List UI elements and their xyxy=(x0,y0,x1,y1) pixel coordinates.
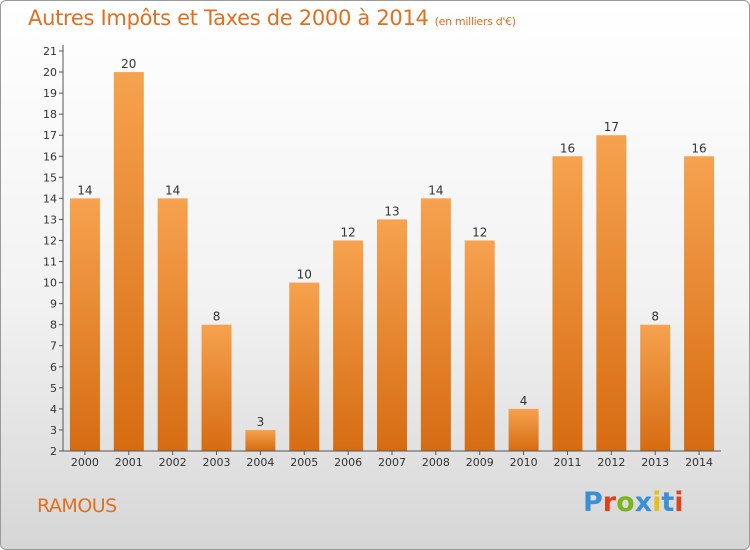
bar-2002 xyxy=(157,198,188,451)
x-tick-label: 2007 xyxy=(378,456,406,469)
y-tick-label: 9 xyxy=(50,298,57,311)
x-tick-label: 2001 xyxy=(115,456,143,469)
bar-value-label: 14 xyxy=(165,183,180,197)
bar-2013 xyxy=(640,324,671,451)
brand-letter: i xyxy=(652,487,662,518)
y-tick-label: 10 xyxy=(43,277,57,290)
x-tick-label: 2003 xyxy=(203,456,231,469)
x-tick-label: 2008 xyxy=(422,456,450,469)
y-tick-label: 18 xyxy=(43,108,57,121)
bar-2000 xyxy=(69,198,100,451)
bar-2007 xyxy=(377,219,407,451)
x-tick-label: 2006 xyxy=(334,456,362,469)
bar-2010 xyxy=(508,408,539,451)
y-tick-label: 21 xyxy=(43,45,57,58)
y-tick-label: 19 xyxy=(43,87,57,100)
bar-2003 xyxy=(201,324,232,451)
y-axis: 2 3 4 5 6 7 8 9 10 11 12 13 14 15 16 17 18 19 20 21 xyxy=(43,45,64,458)
bar-2001 xyxy=(113,72,144,451)
bar-2009 xyxy=(464,240,495,451)
bar-2012 xyxy=(596,135,627,452)
y-tick-label: 15 xyxy=(43,171,57,184)
brand-letter: r xyxy=(602,487,617,518)
y-tick-label: 14 xyxy=(43,192,57,205)
bar-value-label: 8 xyxy=(651,310,659,324)
y-tick-label: 12 xyxy=(43,234,57,247)
y-tick-label: 16 xyxy=(43,150,57,163)
x-tick-label: 2010 xyxy=(510,456,538,469)
y-tick-label: 7 xyxy=(50,340,57,353)
x-tick-label: 2005 xyxy=(290,456,318,469)
x-tick-label: 2004 xyxy=(246,456,274,469)
bar-2006 xyxy=(333,240,364,451)
bar-value-label: 16 xyxy=(560,141,575,155)
y-tick-label: 6 xyxy=(50,361,57,374)
brand-logo: Proxiti xyxy=(583,487,684,518)
bars: 14 20 14 8 3 10 12 13 14 12 4 16 17 8 16 xyxy=(69,57,715,452)
y-tick-label: 3 xyxy=(50,424,57,437)
bar-value-label: 20 xyxy=(121,57,136,71)
brand-letter: x xyxy=(634,487,653,518)
bar-value-label: 12 xyxy=(472,225,487,239)
bar-2005 xyxy=(289,282,320,451)
x-tick-label: 2002 xyxy=(159,456,187,469)
bar-value-label: 8 xyxy=(213,310,221,324)
place-name: RAMOUS xyxy=(37,495,117,517)
brand-letter: i xyxy=(674,487,684,518)
bar-value-label: 12 xyxy=(340,225,355,239)
y-tick-label: 5 xyxy=(50,382,57,395)
bar-value-label: 16 xyxy=(691,141,706,155)
chart-title-text: Autres Impôts et Taxes de 2000 à 2014 xyxy=(28,6,429,30)
bar-value-label: 13 xyxy=(384,204,399,218)
bar-value-label: 10 xyxy=(297,268,312,282)
y-tick-label: 13 xyxy=(43,213,57,226)
bar-2014 xyxy=(684,156,715,451)
chart-title: Autres Impôts et Taxes de 2000 à 2014 (en… xyxy=(28,6,516,30)
x-tick-label: 2013 xyxy=(641,456,669,469)
bar-value-label: 14 xyxy=(77,183,92,197)
bar-2011 xyxy=(552,156,583,451)
x-tick-label: 2014 xyxy=(685,456,713,469)
brand-letter: o xyxy=(616,487,635,518)
y-tick-label: 20 xyxy=(43,66,57,79)
y-tick-label: 4 xyxy=(50,403,57,416)
x-axis: 2000 2001 2002 2003 2004 2005 2006 2007 2008 2009… xyxy=(63,450,721,469)
brand-letter: P xyxy=(583,487,603,518)
bar-2004 xyxy=(245,429,276,451)
y-tick-label: 2 xyxy=(50,445,57,458)
y-tick-label: 11 xyxy=(43,256,57,269)
x-tick-label: 2000 xyxy=(71,456,99,469)
x-tick-label: 2011 xyxy=(553,456,581,469)
bar-2008 xyxy=(420,198,451,451)
bar-value-label: 4 xyxy=(520,394,528,408)
bar-value-label: 14 xyxy=(428,183,443,197)
bar-value-label: 17 xyxy=(604,120,619,134)
y-tick-label: 8 xyxy=(50,319,57,332)
x-tick-label: 2009 xyxy=(466,456,494,469)
x-tick-label: 2012 xyxy=(597,456,625,469)
chart-unit: (en milliers d'€) xyxy=(434,15,516,28)
bar-value-label: 3 xyxy=(257,415,265,429)
brand-letter: t xyxy=(661,487,675,518)
y-tick-label: 17 xyxy=(43,129,57,142)
